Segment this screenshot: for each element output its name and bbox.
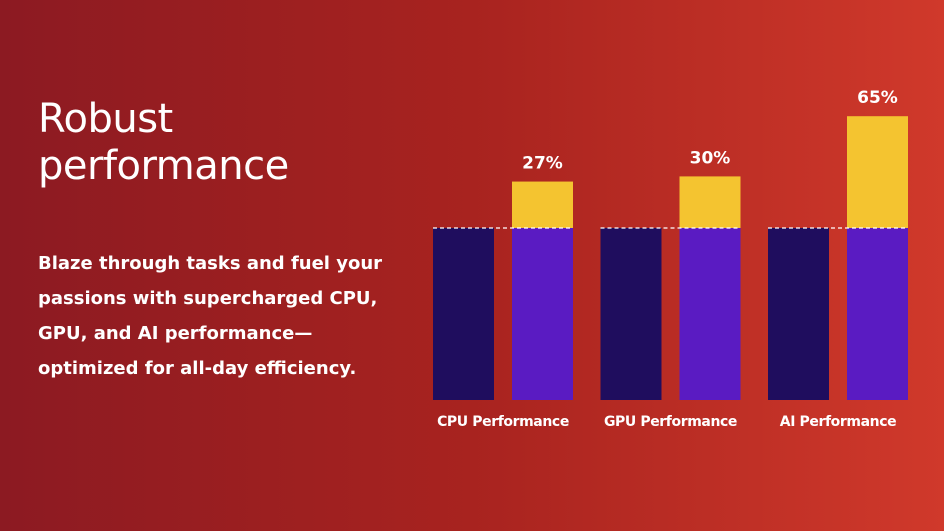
value-label: 65% [857, 88, 898, 108]
baseline-bar [600, 228, 662, 400]
base-segment [679, 228, 741, 400]
gain-segment [679, 176, 741, 228]
x-tick-label: AI Performance [780, 414, 896, 430]
heading-line: Robust [38, 96, 173, 142]
value-label: 30% [690, 148, 731, 168]
base-segment [512, 228, 573, 400]
x-tick-label: GPU Performance [604, 414, 737, 430]
base-segment [847, 228, 908, 400]
heading-line: performance [38, 143, 289, 189]
gain-segment [847, 116, 908, 228]
baseline-bar [768, 228, 829, 400]
baseline-bar [433, 228, 494, 400]
heading: Robust performance [38, 96, 289, 190]
body-line: passions with supercharged CPU, [38, 288, 378, 309]
body-line: optimized for all-day efficiency. [38, 358, 357, 379]
body-line: GPU, and AI performance— [38, 323, 313, 344]
gain-segment [512, 181, 573, 228]
value-label: 27% [522, 154, 563, 174]
body-line: Blaze through tasks and fuel your [38, 253, 383, 274]
x-tick-label: CPU Performance [437, 414, 569, 430]
body-text: Blaze through tasks and fuel your passio… [38, 246, 382, 386]
